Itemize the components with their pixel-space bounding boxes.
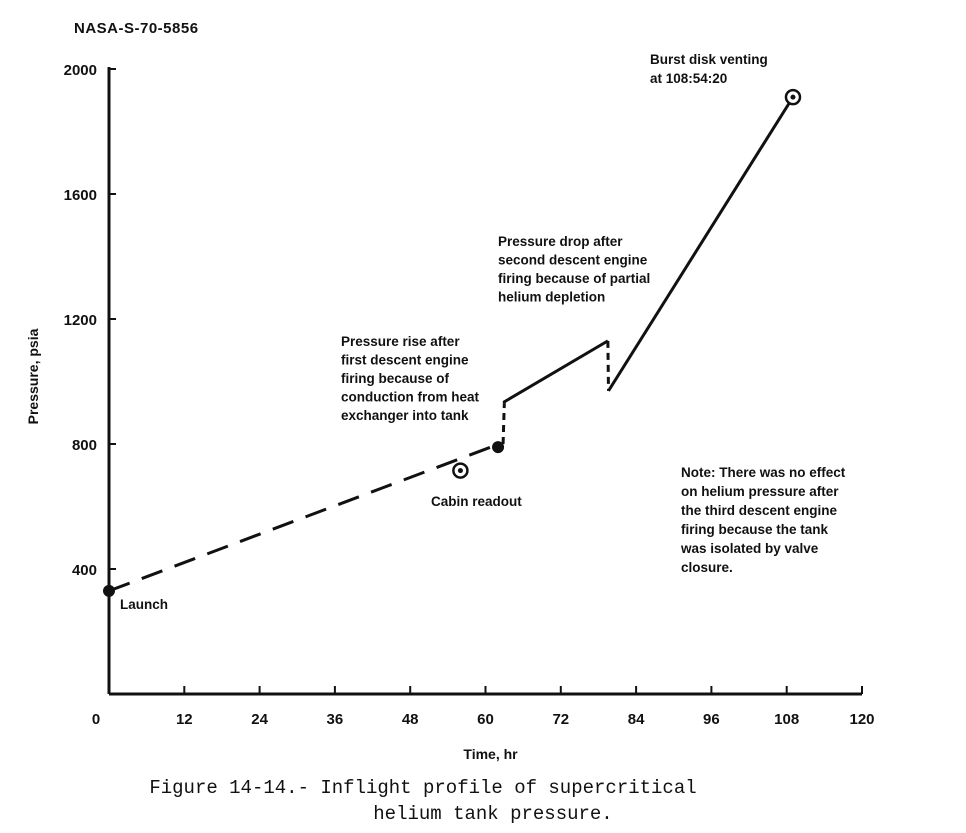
annotation-line: first descent engine	[341, 353, 469, 368]
annotation-line: closure.	[681, 560, 733, 575]
y-tick-label: 1200	[64, 312, 97, 329]
annotation-line: Cabin readout	[431, 494, 522, 509]
annotation-line: Launch	[120, 597, 168, 612]
x-tick-label: 108	[774, 711, 799, 728]
data-point-ring-center	[457, 468, 463, 474]
y-tick-label: 400	[72, 562, 97, 579]
data-point-marker	[492, 441, 505, 454]
annotation-line: at 108:54:20	[650, 71, 727, 86]
solid-series-segment	[502, 339, 609, 404]
annotation-line: firing because of partial	[498, 271, 650, 286]
y-axis-title: Pressure, psia	[25, 328, 41, 424]
x-tick-label: 0	[92, 711, 100, 728]
y-tick-label: 1600	[64, 187, 97, 204]
annotation-line: Note: There was no effect	[681, 465, 846, 480]
data-point-ring-center	[790, 94, 796, 100]
x-tick-label: 72	[552, 711, 569, 728]
annotation-note: Note: There was no effect on helium press…	[680, 465, 846, 575]
dashed-series-segment	[501, 403, 506, 445]
dashed-series-segment	[108, 444, 496, 593]
x-tick-label: 96	[703, 711, 720, 728]
figure-caption: Figure 14-14.- Inflight profile of super…	[0, 775, 966, 827]
x-tick-label: 12	[176, 711, 193, 728]
annotation-line: was isolated by valve	[680, 541, 819, 556]
annotation-drop: Pressure drop after second descent engine…	[498, 234, 650, 305]
y-tick-label: 2000	[64, 62, 97, 79]
annotation-line: the third descent engine	[681, 503, 838, 518]
annotation-line: conduction from heat	[341, 390, 480, 405]
data-point-marker	[103, 584, 115, 597]
annotation-line: on helium pressure after	[681, 484, 839, 499]
x-tick-label: 84	[628, 711, 645, 728]
annotation-line: firing because the tank	[681, 522, 829, 537]
annotation-line: firing because of	[341, 371, 450, 386]
annotation-cabin: Cabin readout	[431, 494, 522, 509]
annotation-rise: Pressure rise after first descent engine f…	[341, 334, 480, 423]
annotation-burst: Burst disk venting at 108:54:20	[650, 52, 768, 86]
x-tick-label: 48	[402, 711, 419, 728]
annotation-line: Pressure drop after	[498, 234, 623, 249]
dashed-series-segment	[606, 340, 610, 391]
annotation-line: helium depletion	[498, 290, 605, 305]
x-tick-label: 36	[327, 711, 344, 728]
annotation-line: Pressure rise after	[341, 334, 460, 349]
caption-line-2: helium tank pressure.	[373, 803, 613, 825]
annotation-line: Burst disk venting	[650, 52, 768, 67]
document-id: NASA-S-70-5856	[74, 20, 199, 37]
y-tick-label: 800	[72, 437, 97, 454]
x-axis-title: Time, hr	[463, 746, 518, 762]
x-tick-label: 120	[849, 711, 874, 728]
x-tick-label: 60	[477, 711, 494, 728]
annotation-line: second descent engine	[498, 253, 648, 268]
caption-line-1: Figure 14-14.- Inflight profile of super…	[149, 777, 697, 799]
solid-series-segment	[607, 96, 795, 392]
annotation-launch: Launch	[120, 597, 168, 612]
annotation-line: exchanger into tank	[341, 408, 469, 423]
x-tick-label: 24	[251, 711, 268, 728]
